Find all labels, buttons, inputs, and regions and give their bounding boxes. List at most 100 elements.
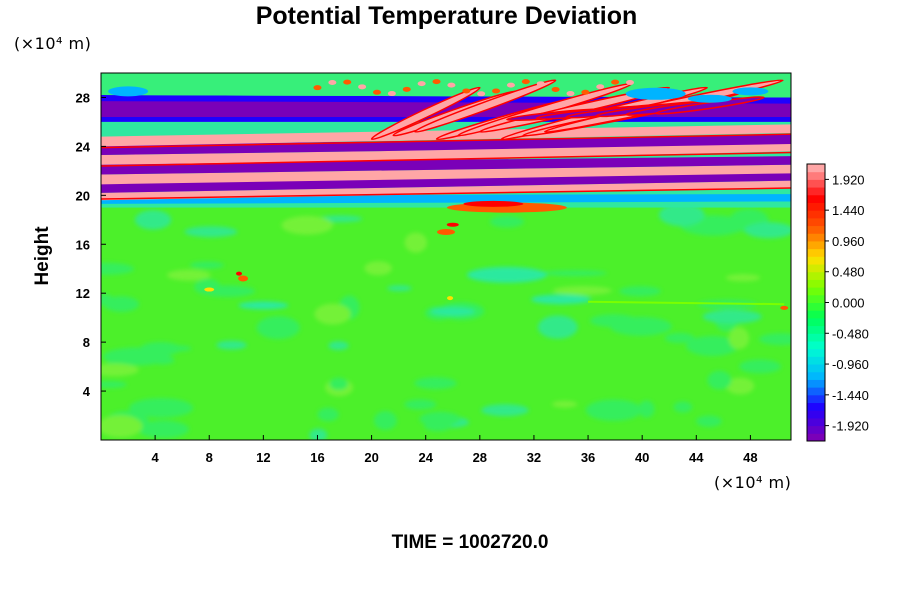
texture-blob: [189, 261, 225, 269]
colorbar-step: [807, 233, 825, 242]
top-oscillation: [551, 86, 560, 92]
texture-blob: [281, 215, 333, 235]
band-purple: [101, 156, 791, 175]
warm-spot: [447, 296, 454, 301]
y-ticks: 4 8 12 16 20 24 28: [76, 90, 106, 399]
top-oscillation: [417, 81, 426, 87]
y-tick-label: 28: [76, 90, 90, 105]
texture-blob: [200, 285, 256, 297]
top-oscillation: [358, 84, 367, 90]
lower-texture: [101, 203, 791, 440]
x-tick-label: 8: [206, 450, 213, 465]
upper-cool-patch: [687, 94, 732, 103]
upper-cool-patch: [108, 86, 149, 97]
colorbar-step: [807, 171, 825, 180]
colorbar-label: -1.920: [832, 419, 869, 434]
colorbar-step: [807, 371, 825, 380]
colorbar-step: [807, 394, 825, 404]
top-oscillation: [373, 89, 381, 95]
texture-blob: [725, 274, 761, 282]
texture-blob: [728, 327, 750, 350]
colorbar-step: [807, 279, 825, 288]
texture-blob: [589, 314, 638, 328]
texture-blob: [309, 428, 328, 440]
top-oscillation: [343, 79, 352, 85]
band-pink: [101, 180, 791, 201]
texture-blob: [134, 210, 172, 230]
colorbar-step: [807, 410, 825, 419]
texture-blob: [216, 340, 247, 350]
y-unit-label: (×10⁴ m): [14, 34, 92, 53]
colorbar-step: [807, 256, 825, 265]
colorbar-step: [807, 364, 825, 373]
warm-spot: [437, 229, 455, 236]
texture-blob: [619, 286, 662, 297]
texture-blob: [101, 262, 135, 275]
band-edge: [101, 151, 791, 167]
colorbar-step: [807, 194, 825, 203]
x-tick-label: 20: [364, 450, 378, 465]
colorbar-label: -0.960: [832, 357, 869, 372]
y-tick-label: 16: [76, 237, 90, 252]
colorbar-step: [807, 302, 825, 311]
colorbar-step: [807, 333, 825, 342]
texture-blob: [101, 363, 139, 377]
colorbar-step: [807, 264, 825, 273]
cool-patch: [238, 301, 289, 310]
colorbar-label: 1.920: [832, 172, 865, 187]
band-purple: [101, 134, 791, 155]
top-oscillation: [596, 84, 605, 90]
top-oscillation: [328, 80, 337, 86]
colorbar-step: [807, 356, 825, 365]
band-edge: [101, 187, 791, 200]
temperature-field: [101, 73, 791, 440]
warm-spot: [780, 305, 789, 310]
upper-cool-patch: [625, 87, 686, 100]
texture-blob: [137, 420, 189, 439]
top-oscillation: [626, 80, 634, 86]
top-oscillation: [536, 81, 545, 87]
top-oscillation: [387, 91, 396, 97]
texture-blob: [707, 370, 732, 390]
colorbar-step: [807, 164, 825, 173]
top-oscillation: [492, 88, 501, 94]
texture-blob: [744, 222, 791, 239]
cool-patch: [466, 266, 547, 283]
top-oscillation: [402, 86, 411, 92]
x-tick-label: 48: [743, 450, 757, 465]
colorbar-step: [807, 340, 825, 350]
texture-blob: [664, 332, 695, 344]
top-oscillation: [521, 79, 530, 85]
colorbar-step: [807, 210, 825, 219]
texture-blob: [702, 309, 762, 324]
texture-blob: [541, 270, 608, 277]
top-oscillation: [611, 79, 620, 85]
texture-blob: [552, 400, 578, 408]
colorbar-label: 0.480: [832, 265, 865, 280]
x-unit-label: (×10⁴ m): [714, 473, 792, 492]
x-tick-label: 36: [581, 450, 595, 465]
top-oscillation: [506, 82, 515, 88]
texture-blob: [329, 377, 349, 391]
texture-blob: [166, 269, 211, 281]
colorbar-step: [807, 287, 825, 296]
colorbar-step: [807, 217, 825, 227]
top-oscillation: [447, 82, 456, 88]
y-tick-label: 8: [83, 335, 90, 350]
chart-title: Potential Temperature Deviation: [255, 2, 638, 30]
texture-blob: [419, 411, 461, 427]
x-tick-label: 24: [418, 450, 433, 465]
texture-blob: [585, 399, 642, 421]
band-purple: [101, 172, 791, 193]
texture-blob: [317, 407, 339, 422]
upper-cool-patch: [732, 87, 769, 96]
warm-spot: [204, 287, 215, 292]
x-tick-label: 4: [152, 450, 160, 465]
texture-blob: [481, 404, 529, 417]
colorbar-step: [807, 402, 825, 411]
colorbar-step: [807, 271, 825, 280]
colorbar-step: [807, 317, 825, 327]
y-tick-label: 12: [76, 286, 90, 301]
cool-patch: [430, 307, 475, 316]
colorbar-label: 1.440: [832, 203, 865, 218]
